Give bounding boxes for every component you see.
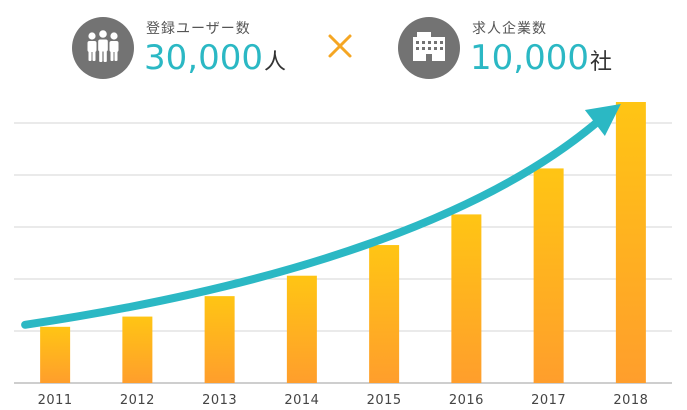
- x-tick-label: 2016: [449, 393, 484, 408]
- x-tick-label: 2017: [531, 393, 566, 408]
- bar-2018: [615, 102, 646, 383]
- x-tick-label: 2013: [202, 393, 237, 408]
- x-tick-label: 2012: [120, 393, 155, 408]
- users-unit: 人: [263, 50, 286, 75]
- bar-2015: [369, 245, 400, 383]
- trend-arrow-head: [584, 104, 621, 136]
- x-tick-label: 2018: [613, 393, 648, 408]
- bar-2016: [451, 214, 482, 383]
- companies-unit: 社: [589, 50, 612, 75]
- companies-stat: 求人企業数 10,000社: [398, 14, 638, 80]
- users-count: 30,000: [144, 38, 263, 78]
- people-icon: [72, 17, 134, 79]
- companies-count: 10,000: [470, 38, 589, 78]
- bar-2012: [122, 316, 153, 383]
- users-stat: 登録ユーザー数 30,000人: [72, 14, 312, 80]
- users-label: 登録ユーザー数: [146, 21, 251, 37]
- x-tick-label: 2011: [38, 393, 73, 408]
- bar-2011: [40, 326, 71, 383]
- users-value: 30,000人: [144, 38, 286, 78]
- bar-2014: [286, 275, 317, 383]
- x-tick-label: 2015: [367, 393, 402, 408]
- bar-2017: [533, 168, 564, 383]
- trend-arrow-shaft: [21, 115, 605, 329]
- growth-bar-chart: 2011 2012 2013 2014 2015 2016 2017 2018: [14, 102, 672, 408]
- multiply-icon: [328, 34, 352, 58]
- bar-2013: [204, 296, 235, 383]
- building-icon: [398, 17, 460, 79]
- x-tick-label: 2014: [284, 393, 319, 408]
- companies-label: 求人企業数: [472, 21, 547, 37]
- companies-value: 10,000社: [470, 38, 612, 78]
